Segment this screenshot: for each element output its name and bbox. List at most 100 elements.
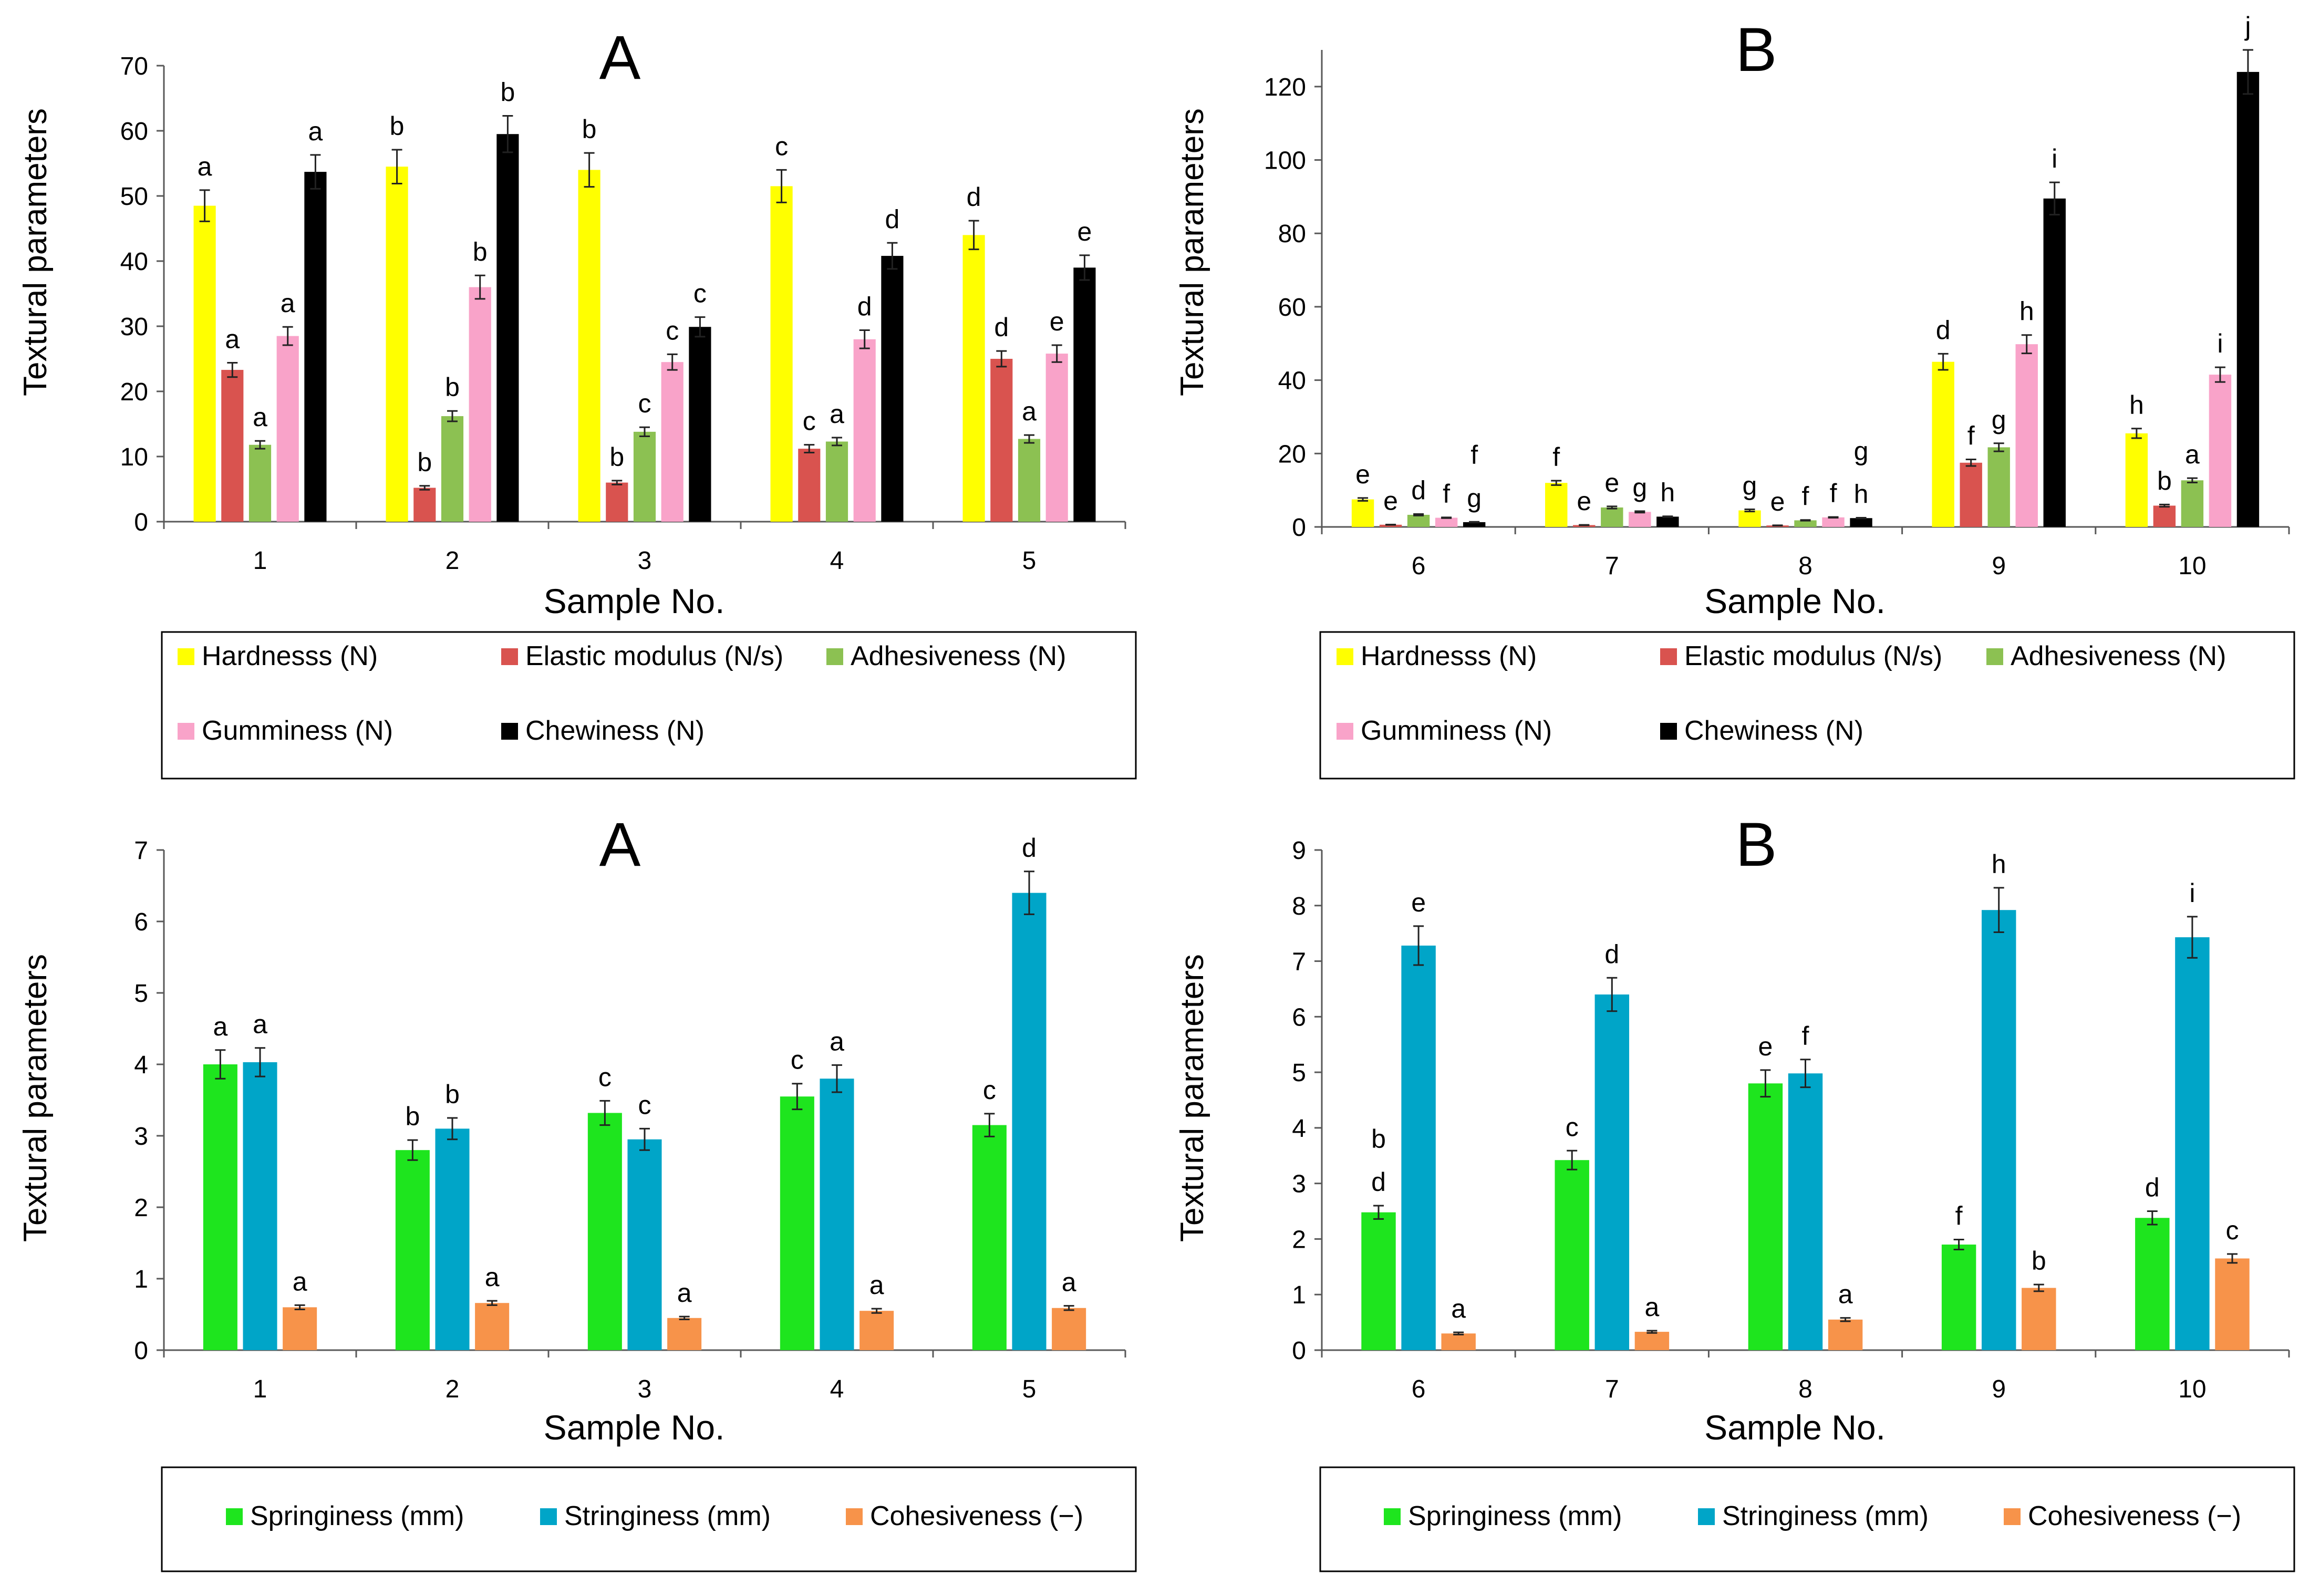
- bar: [2209, 375, 2232, 527]
- y-tick-label: 70: [120, 53, 148, 80]
- bar: [770, 186, 793, 522]
- data-label: c: [1566, 1112, 1579, 1142]
- bar: [1656, 516, 1679, 527]
- bar: [1850, 518, 1872, 527]
- bar: [606, 482, 628, 522]
- bar: [661, 362, 683, 522]
- y-axis-label: Textural parameters: [1174, 108, 1210, 396]
- data-label: e: [1411, 888, 1426, 917]
- chart-title: B: [1736, 810, 1777, 879]
- data-label: c: [598, 1062, 612, 1092]
- x-tick-label: 6: [1412, 1375, 1426, 1403]
- bar: [2015, 344, 2038, 527]
- bar: [1361, 1212, 1396, 1350]
- x-tick-label: 9: [1992, 552, 2006, 580]
- data-label: g: [1992, 405, 2006, 434]
- bar: [1981, 910, 2016, 1350]
- bar: [1012, 893, 1047, 1350]
- y-tick-label: 1: [134, 1266, 148, 1293]
- bar: [633, 431, 656, 522]
- data-label: g: [1743, 471, 1757, 500]
- data-label: a: [485, 1262, 500, 1292]
- data-label: a: [198, 152, 212, 181]
- y-tick-label: 3: [1292, 1170, 1306, 1198]
- y-tick-label: 40: [120, 248, 148, 276]
- x-tick-label: 10: [2178, 552, 2206, 580]
- data-label: f: [1967, 421, 1975, 450]
- data-label: h: [1992, 849, 2006, 879]
- data-label: a: [869, 1270, 884, 1300]
- x-tick-label: 7: [1605, 552, 1619, 580]
- data-label: d: [2145, 1173, 2160, 1203]
- y-tick-label: 6: [134, 908, 148, 936]
- data-label: c: [2225, 1216, 2239, 1245]
- chart-title: A: [599, 23, 641, 92]
- legend-label: Cohesiveness (−): [2028, 1501, 2241, 1531]
- data-label: a: [1062, 1268, 1076, 1297]
- legend-label: Elastic modulus (N/s): [525, 641, 783, 671]
- bar: [853, 339, 876, 522]
- y-tick-label: 2: [1292, 1226, 1306, 1253]
- bar: [413, 488, 436, 522]
- chart-title: B: [1736, 15, 1777, 85]
- bar: [1555, 1160, 1589, 1350]
- legend-label: Stringiness (mm): [564, 1501, 771, 1531]
- bar: [386, 167, 408, 522]
- bar: [1401, 945, 1436, 1350]
- bar: [475, 1303, 510, 1350]
- data-label: f: [1443, 479, 1450, 509]
- y-tick-label: 10: [120, 443, 148, 471]
- bar: [1018, 439, 1041, 522]
- bar: [193, 205, 216, 522]
- x-tick-label: 3: [638, 547, 652, 575]
- data-label: e: [1050, 307, 1064, 336]
- bar: [1351, 499, 1374, 527]
- y-tick-label: 100: [1264, 147, 1306, 175]
- bar: [972, 1125, 1007, 1350]
- bar: [990, 359, 1013, 522]
- y-tick-label: 60: [1278, 294, 1306, 322]
- data-label: b: [2032, 1246, 2046, 1276]
- bar: [627, 1139, 662, 1350]
- data-label: d: [994, 313, 1009, 342]
- bar: [221, 370, 244, 522]
- data-label: h: [2129, 390, 2144, 420]
- x-tick-label: 2: [446, 1375, 460, 1403]
- bar: [1828, 1319, 1863, 1350]
- data-label: b: [2157, 466, 2172, 495]
- x-tick-label: 4: [830, 1375, 844, 1403]
- legend-label: Springiness (mm): [1408, 1501, 1622, 1531]
- data-label: d: [1022, 833, 1037, 863]
- legend-swatch: [1986, 648, 2003, 665]
- bar: [469, 287, 491, 522]
- y-tick-label: 7: [1292, 948, 1306, 976]
- data-label: j: [2244, 12, 2251, 41]
- bar: [1822, 517, 1845, 527]
- legend-label: Gumminess (N): [1361, 716, 1552, 746]
- bar: [248, 444, 272, 522]
- data-label: b: [1371, 1124, 1386, 1154]
- data-label: g: [1467, 483, 1482, 513]
- data-label: a: [225, 324, 240, 354]
- data-label: g: [1632, 473, 1647, 502]
- bar: [798, 449, 821, 522]
- legend-label: Elastic modulus (N/s): [1684, 641, 1942, 671]
- data-label: a: [308, 117, 323, 146]
- x-tick-label: 10: [2178, 1375, 2206, 1403]
- y-tick-label: 80: [1278, 220, 1306, 248]
- bar: [203, 1064, 237, 1350]
- data-label: a: [253, 402, 267, 432]
- data-label: a: [677, 1278, 692, 1308]
- bar: [2153, 505, 2176, 527]
- y-axis-label: Textural parameters: [1174, 954, 1210, 1242]
- data-label: a: [213, 1012, 227, 1041]
- data-label: e: [1604, 468, 1619, 498]
- legend-swatch: [1337, 723, 1353, 740]
- legend-swatch: [178, 648, 194, 665]
- x-axis-label: Sample No.: [1704, 582, 1886, 620]
- legend-swatch: [1698, 1508, 1715, 1525]
- bar: [1463, 522, 1486, 527]
- y-tick-label: 5: [1292, 1059, 1306, 1087]
- data-label: a: [1022, 397, 1037, 426]
- data-label: c: [775, 131, 788, 161]
